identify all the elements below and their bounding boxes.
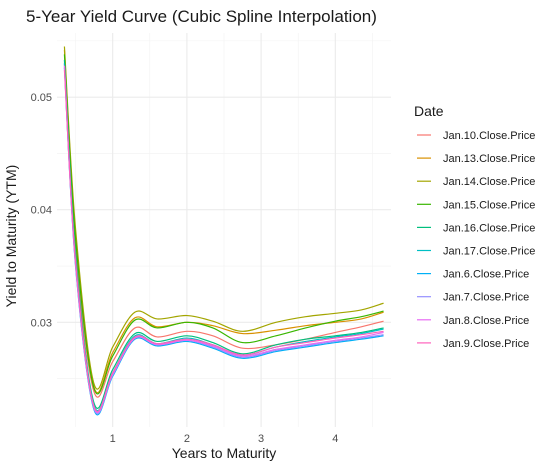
legend-item: Jan.17.Close.Price xyxy=(417,246,535,258)
x-tick-label: 1 xyxy=(110,433,116,445)
legend-item: Jan.13.Close.Price xyxy=(417,153,535,165)
series-line-Jan.9.Close.Price xyxy=(63,70,384,412)
legend-item: Jan.8.Close.Price xyxy=(417,315,529,327)
x-axis-title: Years to Maturity xyxy=(172,445,277,461)
legend-item: Jan.6.Close.Price xyxy=(417,269,529,281)
x-tick-label: 4 xyxy=(332,433,338,445)
series-lines xyxy=(63,46,384,416)
legend-label: Jan.7.Close.Price xyxy=(443,292,529,304)
legend: Date Jan.10.Close.Price Jan.13.Close.Pric… xyxy=(414,103,535,350)
legend-item: Jan.14.Close.Price xyxy=(417,176,535,188)
legend-item: Jan.15.Close.Price xyxy=(417,199,535,211)
x-tick-label: 2 xyxy=(184,433,190,445)
legend-label: Jan.17.Close.Price xyxy=(443,246,535,258)
legend-label: Jan.8.Close.Price xyxy=(443,315,529,327)
legend-title: Date xyxy=(414,103,444,119)
y-tick-label: 0.03 xyxy=(31,317,52,329)
y-axis-title: Yield to Maturity (YTM) xyxy=(3,165,19,308)
legend-label: Jan.13.Close.Price xyxy=(443,153,535,165)
series-line-Jan.14.Close.Price xyxy=(63,46,384,390)
legend-item: Jan.9.Close.Price xyxy=(417,338,529,350)
legend-label: Jan.14.Close.Price xyxy=(443,176,535,188)
legend-label: Jan.9.Close.Price xyxy=(443,338,529,350)
series-line-Jan.15.Close.Price xyxy=(63,54,384,395)
axis-ticks: 1 2 3 4 0.03 0.04 0.05 xyxy=(31,92,339,445)
legend-item: Jan.16.Close.Price xyxy=(417,222,535,234)
y-tick-label: 0.04 xyxy=(31,205,52,217)
legend-label: Jan.6.Close.Price xyxy=(443,269,529,281)
legend-item: Jan.10.Close.Price xyxy=(417,130,535,142)
y-tick-label: 0.05 xyxy=(31,92,52,104)
chart-title: 5-Year Yield Curve (Cubic Spline Interpo… xyxy=(26,7,377,26)
legend-label: Jan.16.Close.Price xyxy=(443,222,535,234)
legend-label: Jan.15.Close.Price xyxy=(443,199,535,211)
legend-label: Jan.10.Close.Price xyxy=(443,130,535,142)
x-tick-label: 3 xyxy=(258,433,264,445)
series-line-Jan.10.Close.Price xyxy=(63,63,384,398)
legend-item: Jan.7.Close.Price xyxy=(417,292,529,304)
